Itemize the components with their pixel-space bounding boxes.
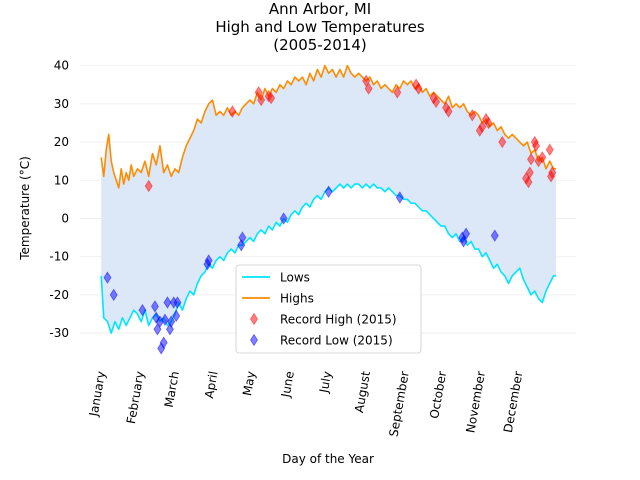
y-tick-label: 40 [54, 59, 69, 73]
legend-label: Record High (2015) [280, 313, 397, 327]
fill-between [101, 65, 557, 334]
x-tick-label: June [278, 370, 297, 399]
record-low-marker [167, 315, 176, 328]
x-tick-label: February [124, 370, 147, 425]
x-tick-label: August [352, 370, 373, 414]
record-high-marker [257, 93, 266, 107]
legend-label: Record Low (2015) [280, 334, 393, 348]
legend-swatch [250, 333, 258, 347]
record-low-marker [163, 296, 172, 309]
x-tick-label: December [501, 370, 526, 434]
record-high-marker [532, 139, 540, 153]
record-high-marker [432, 95, 441, 109]
record-high-marker [444, 105, 453, 118]
legend-record-low: Record Low (2015) [250, 333, 393, 348]
record-high-marker [548, 166, 557, 179]
record-high-marker [414, 82, 423, 95]
title-line-3: (2005-2014) [273, 36, 366, 54]
legend: Lows Highs Record High (2015) Record Low (2… [235, 264, 422, 354]
record-high-marker [364, 82, 373, 95]
record-low-marker [238, 231, 247, 244]
y-tick-label: -10 [49, 250, 69, 264]
record-high-marker [538, 151, 547, 164]
record-high-marker [524, 175, 533, 189]
y-tick-label: 20 [54, 135, 69, 149]
legend-record-high: Record High (2015) [250, 312, 397, 327]
record-low-marker [150, 300, 159, 313]
x-axis-label: Day of the Year [282, 452, 374, 466]
x-tick-label: April [202, 370, 221, 399]
record-low-marker [159, 336, 168, 349]
legend-box [235, 264, 422, 354]
record-high-marker [484, 116, 493, 130]
record-high-marker [525, 166, 534, 179]
x-tick-label: November [463, 370, 488, 434]
record-low-marker [462, 227, 471, 240]
record-high-marker [545, 143, 554, 156]
record-low-marker [173, 296, 182, 309]
x-axis: January February March April May June July Augu… [86, 370, 525, 438]
record-high-marker [527, 152, 535, 166]
highs-line [100, 64, 557, 189]
record-high-marker [228, 105, 237, 118]
x-tick-label: March [162, 370, 182, 408]
chart-title: Ann Arbor, MI High and Low Temperatures … [215, 0, 425, 54]
record-low-marker [395, 191, 404, 204]
record-high-marker [498, 135, 507, 149]
y-tick-label: -20 [49, 288, 69, 302]
y-axis: -30 -20 -10 0 10 20 30 40 [49, 59, 69, 340]
x-tick-label: September [386, 370, 411, 438]
y-tick-label: 0 [61, 211, 69, 225]
record-low-marker [103, 271, 112, 284]
record-high-marker [478, 120, 487, 134]
record-low-marker [172, 309, 181, 323]
legend-label: Lows [280, 271, 310, 285]
legend-lows: Lows [242, 271, 310, 285]
y-tick-label: -30 [49, 326, 69, 340]
y-tick-label: 10 [54, 173, 69, 187]
record-low-marker [279, 212, 288, 225]
x-tick-label: October [427, 370, 449, 420]
record-low-marker [324, 185, 333, 198]
record-low-marker [490, 229, 499, 242]
record-low-marker [160, 313, 169, 326]
record-low-marker [109, 288, 118, 302]
fill-area [101, 65, 557, 334]
x-tick-label: May [240, 370, 258, 397]
title-line-1: Ann Arbor, MI [269, 0, 371, 18]
x-tick-label: July [317, 370, 335, 395]
y-axis-label: Temperature (°C) [18, 156, 32, 261]
y-tick-label: 30 [54, 97, 69, 111]
record-high-marker [267, 91, 276, 105]
record-high-marker [393, 86, 402, 99]
x-tick-label: January [86, 370, 108, 418]
record-low-marker [138, 303, 147, 317]
legend-label: Highs [280, 292, 314, 306]
record-high-marker [468, 109, 477, 122]
record-markers [103, 74, 557, 355]
legend-swatch [250, 312, 258, 326]
title-line-2: High and Low Temperatures [215, 18, 425, 36]
legend-highs: Highs [242, 292, 314, 306]
record-high-marker [144, 179, 153, 193]
record-low-marker [204, 254, 213, 267]
